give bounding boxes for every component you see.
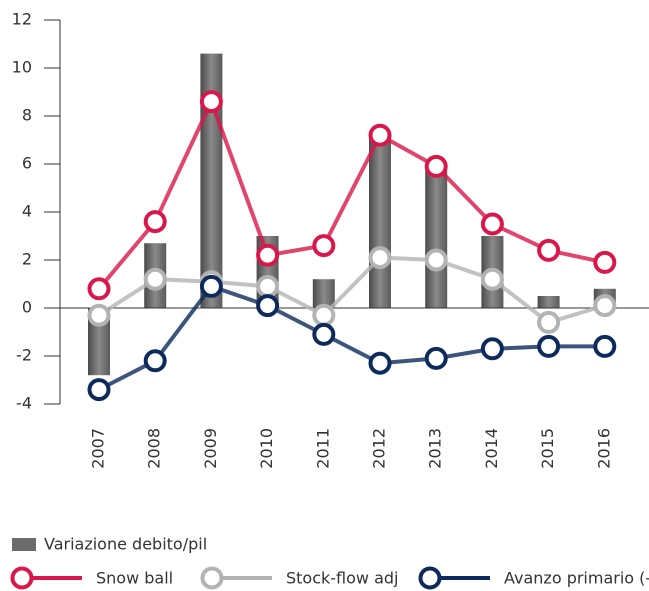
point-marker [368,246,392,270]
legend-label: Avanzo primario (-) [504,569,649,588]
legend-label: Stock-flow adj [286,569,399,588]
point-marker [312,322,336,346]
point-marker [256,274,280,298]
series-line [97,96,606,291]
point-marker [537,310,561,334]
point-marker [593,294,617,318]
legend-swatch [12,538,36,551]
point-marker [368,123,392,147]
x-tick-label: 2008 [145,428,164,469]
point-marker [368,351,392,375]
y-tick-label: -2 [16,346,32,365]
y-tick-label: 6 [22,154,32,173]
bar [369,137,391,308]
x-tick-label: 2007 [89,428,108,469]
bar [425,168,448,308]
point-marker [87,303,111,327]
point-marker [256,243,280,267]
y-tick-label: -4 [16,394,32,413]
point-marker [143,267,167,291]
legend-marker [10,566,34,590]
legend-marker [200,566,224,590]
point-marker [199,90,223,114]
y-tick-label: 8 [22,106,32,125]
point-marker [87,277,111,301]
point-marker [312,234,336,258]
point-marker [199,274,223,298]
point-marker [87,378,111,402]
x-tick-label: 2015 [538,428,557,469]
legend-label: Variazione debito/pil [44,535,207,554]
point-marker [480,212,504,236]
point-marker [143,210,167,234]
point-marker [143,349,167,373]
point-marker [480,267,504,291]
x-tick-label: 2012 [370,428,389,469]
y-tick-label: 2 [22,250,32,269]
x-tick-label: 2011 [313,428,332,469]
series-line [98,284,605,392]
point-marker [593,334,617,358]
x-tick-label: 2013 [426,428,445,469]
y-tick-label: 10 [12,58,32,77]
point-marker [537,238,561,262]
point-marker [537,334,561,358]
y-tick-label: 0 [22,298,32,317]
point-marker [312,303,336,327]
point-marker [424,248,448,272]
point-marker [593,250,617,274]
x-tick-label: 2014 [482,428,501,469]
y-tick-label: 4 [22,202,32,221]
x-tick-label: 2010 [257,428,276,469]
point-marker [480,337,504,361]
series-line [97,255,606,325]
bar [312,279,335,308]
legend-marker [418,566,442,590]
bar [537,296,560,308]
x-tick-label: 2009 [201,428,220,469]
y-tick-label: 12 [12,10,32,29]
legend-label: Snow ball [96,569,173,588]
x-tick-label: 2016 [594,428,613,469]
point-marker [256,294,280,318]
point-marker [424,346,448,370]
point-marker [424,154,448,178]
